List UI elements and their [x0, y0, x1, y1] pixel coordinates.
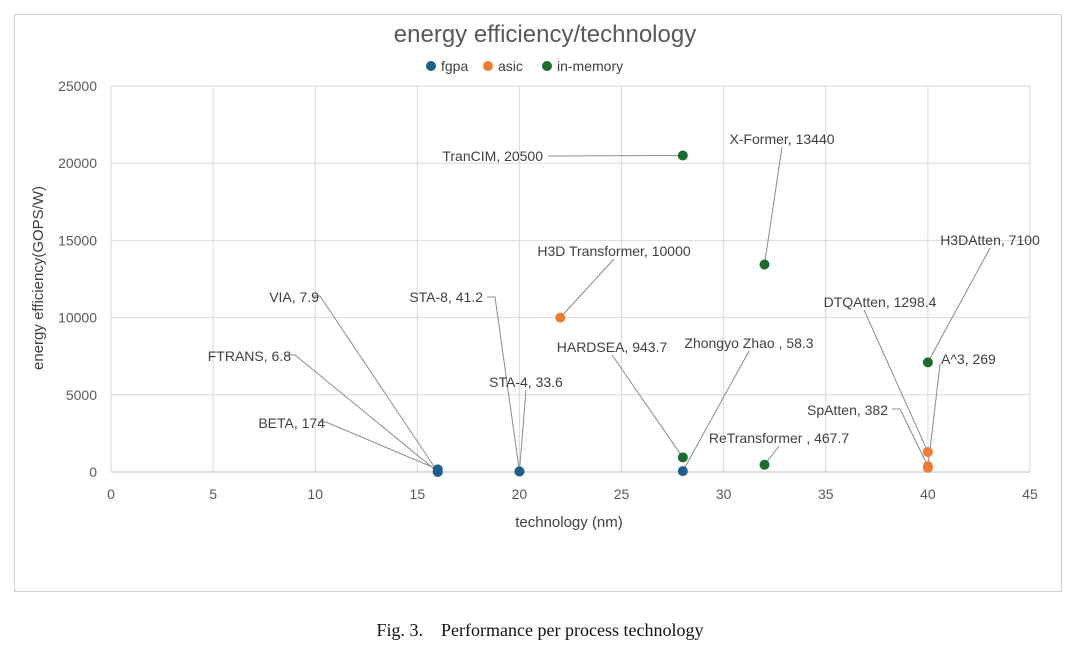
data-label: STA-8, 41.2	[409, 289, 483, 305]
chart-title: energy efficiency/technology	[394, 21, 696, 48]
scatter-chart: energy efficiency/technology fgpa asic in-…	[30, 21, 1040, 531]
data-labels: VIA, 7.9 FTRANS, 6.8 BETA, 174 STA-8, 41.2 S…	[208, 131, 1040, 446]
x-tick-label: 40	[920, 486, 936, 502]
data-point-in-memory	[759, 459, 770, 470]
x-tick-label: 0	[107, 486, 115, 502]
x-tick-label: 25	[614, 486, 630, 502]
x-tick-label: 15	[410, 486, 426, 502]
leader-line	[548, 154, 683, 157]
data-point-fgpa	[677, 466, 688, 477]
legend-label: in-memory	[557, 58, 623, 74]
data-label: H3D Transformer, 10000	[537, 243, 691, 259]
data-label: A^3, 269	[941, 351, 996, 367]
legend-marker	[426, 61, 436, 71]
data-point-fgpa	[514, 466, 525, 477]
data-label: Zhongyo Zhao , 58.3	[684, 335, 813, 351]
data-point-in-memory	[677, 150, 688, 161]
x-tick-label: 20	[512, 486, 528, 502]
x-tick-label: 45	[1022, 486, 1038, 502]
data-label: DTQAtten, 1298.4	[824, 294, 937, 310]
leader-line	[863, 309, 929, 453]
y-tick-label: 5000	[66, 387, 97, 403]
data-label: BETA, 174	[258, 415, 325, 431]
legend: fgpa asic in-memory	[426, 58, 623, 74]
x-tick-label: 10	[307, 486, 323, 502]
data-point-asic	[922, 462, 933, 473]
leader-line	[518, 389, 527, 472]
gridlines	[110, 85, 1031, 473]
data-point-fgpa	[432, 464, 443, 475]
y-tick-label: 0	[89, 464, 97, 480]
label-leader-lines	[287, 146, 991, 473]
data-point-asic	[555, 312, 566, 323]
data-label: HARDSEA, 943.7	[557, 339, 668, 355]
data-label: H3DAtten, 7100	[940, 232, 1040, 248]
data-label: STA-4, 33.6	[489, 374, 563, 390]
data-label: ReTransformer , 467.7	[709, 430, 850, 446]
data-label: VIA, 7.9	[269, 289, 319, 305]
data-label: TranCIM, 20500	[442, 148, 543, 164]
leader-line	[318, 421, 438, 470]
y-tick-label: 25000	[58, 78, 97, 94]
leader-line	[611, 354, 684, 458]
leader-line	[764, 146, 783, 265]
data-point-in-memory	[677, 452, 688, 463]
legend-label: fgpa	[441, 58, 468, 74]
y-tick-label: 20000	[58, 155, 97, 171]
leader-line	[287, 354, 439, 473]
leader-line	[559, 258, 615, 318]
data-points	[432, 150, 933, 477]
leader-line	[312, 295, 439, 473]
y-axis-label: energy efficiency(GOPS/W)	[30, 186, 47, 370]
data-label: SpAtten, 382	[807, 402, 888, 418]
data-point-in-memory	[759, 259, 770, 270]
figure-caption: Fig. 3. Performance per process technolo…	[376, 620, 704, 640]
data-label: FTRANS, 6.8	[208, 348, 291, 364]
leader-line	[487, 296, 520, 472]
x-axis-label: technology (nm)	[515, 514, 623, 531]
data-label: X-Former, 13440	[729, 131, 834, 147]
y-tick-label: 10000	[58, 310, 97, 326]
leader-line	[927, 247, 991, 363]
legend-label: asic	[498, 58, 523, 74]
x-tick-label: 30	[716, 486, 732, 502]
leader-line	[892, 408, 929, 467]
axes: 0 5 10 15 20 25 30 35 40 45 0 5000 10000 15000 20000 25…	[58, 78, 1038, 502]
legend-marker	[542, 61, 552, 71]
x-tick-label: 5	[209, 486, 217, 502]
x-tick-label: 35	[818, 486, 834, 502]
legend-marker	[483, 61, 493, 71]
data-point-in-memory	[922, 357, 933, 368]
data-point-asic	[922, 446, 933, 457]
chart-frame	[14, 14, 1062, 592]
leader-line	[682, 350, 750, 472]
y-tick-label: 15000	[58, 232, 97, 248]
